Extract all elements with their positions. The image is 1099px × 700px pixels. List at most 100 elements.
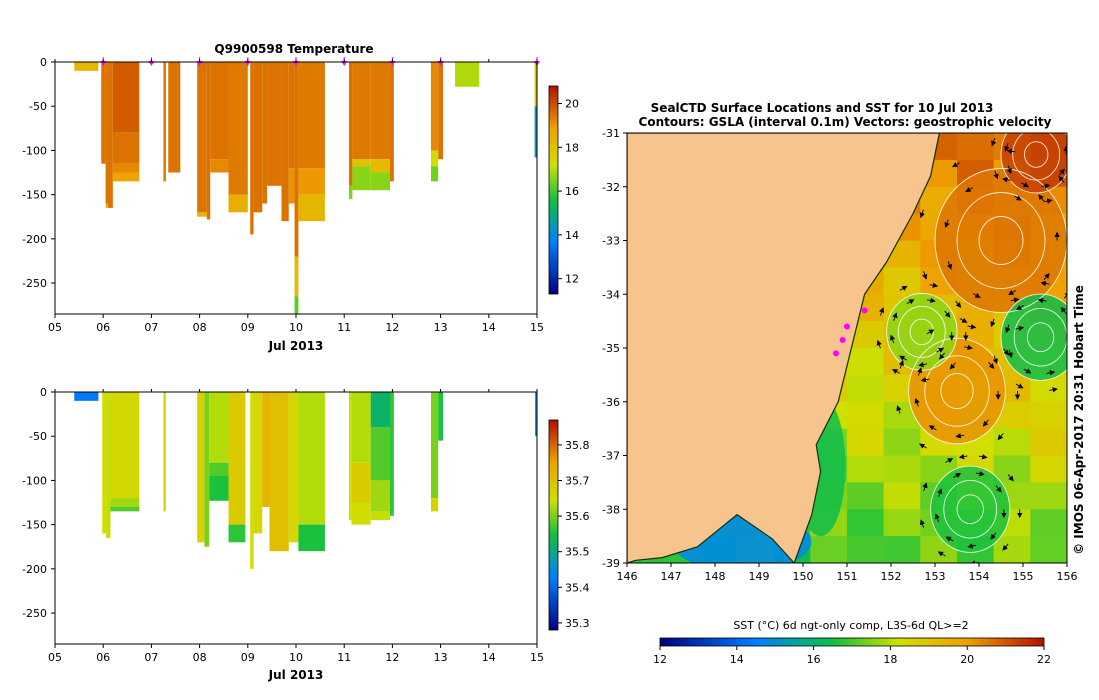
- sst-cell: [883, 536, 922, 563]
- x-tick-label: 09: [241, 321, 255, 334]
- map-x-tick-label: 155: [1013, 570, 1034, 583]
- temperature-colorbar-ticks: 12 14 16 18 20: [558, 98, 579, 286]
- y-tick-label: -250: [22, 277, 47, 290]
- velocity-vector: [958, 453, 968, 460]
- velocity-vector: [1036, 106, 1044, 107]
- x-tick-label: 11: [337, 321, 351, 334]
- profile-5-band-0: [163, 62, 166, 182]
- velocity-vector: [899, 355, 908, 361]
- velocity-vector: [1001, 177, 1011, 183]
- velocity-vector: [906, 299, 915, 305]
- y-tick-label: -100: [22, 144, 47, 157]
- x-tick-label: 05: [48, 651, 62, 664]
- x-tick-label: 10: [289, 651, 303, 664]
- profile-23-band-1: [430, 150, 439, 167]
- sst-cell: [1030, 509, 1067, 538]
- profile-14-band-1: [298, 524, 325, 552]
- velocity-vector: [920, 377, 930, 383]
- sst-cell: [847, 401, 885, 430]
- eddy-0-contour-2: [924, 355, 990, 427]
- salinity-colorbar: [548, 419, 559, 631]
- profile-6-band-0: [204, 392, 210, 547]
- x-tick-label: 06: [96, 651, 110, 664]
- velocity-vector: [953, 473, 962, 479]
- seal-location-marker: [839, 336, 846, 343]
- profile-6-band-0: [168, 62, 181, 173]
- velocity-vector: [995, 485, 1002, 493]
- profile-1-band-0: [101, 62, 106, 164]
- profile-3-band-2: [110, 506, 140, 512]
- panel2-xlabel: Jul 2013: [268, 668, 324, 682]
- velocity-vector: [922, 482, 928, 491]
- profile-17-band-3: [370, 511, 390, 521]
- profile-19-band-0: [430, 392, 439, 499]
- seal-location-marker: [844, 323, 850, 330]
- profile-15-band-0: [281, 62, 289, 222]
- sst-colorbar-ticks: 12 14 16 18 20 22: [653, 646, 1051, 666]
- profile-18-band-0: [298, 62, 325, 169]
- velocity-vector: [1015, 383, 1024, 389]
- map-x-tick-label: 149: [749, 570, 770, 583]
- profile-10-band-0: [253, 392, 263, 534]
- velocity-vector: [1040, 280, 1050, 287]
- y-tick-label: -200: [22, 563, 47, 576]
- map-x-tick-label: 154: [969, 570, 990, 583]
- map-axes: 146 147 148 149 150 151 152 153 154 155 156 -31 -32 -…: [602, 127, 1077, 583]
- map-y-tick-label: -36: [602, 396, 620, 409]
- profile-25-band-0: [455, 62, 480, 87]
- velocity-vector: [926, 329, 935, 335]
- x-tick-label: 05: [48, 321, 62, 334]
- sst-cell: [883, 428, 922, 457]
- sst-cell: [1030, 455, 1067, 484]
- profile-11-band-0: [250, 62, 254, 235]
- profile-16-band-2: [351, 502, 371, 525]
- profile-7-band-1: [197, 212, 207, 217]
- sst-colorbar-tick-label: 14: [730, 653, 744, 666]
- profile-4-band-3: [112, 172, 140, 182]
- velocity-vector: [991, 137, 997, 147]
- sst-colorbar-tick-label: 20: [960, 653, 974, 666]
- eddy-0-contour-1: [940, 372, 974, 410]
- profile-7-band-2: [209, 476, 229, 501]
- velocity-vector: [955, 433, 965, 439]
- sst-cell: [847, 374, 885, 403]
- velocity-vector: [944, 219, 950, 228]
- eddy-2-contour-2: [897, 305, 946, 358]
- velocity-vector: [1058, 168, 1065, 176]
- colorbar-tick-label: 16: [565, 185, 579, 198]
- panel1-axes: 05 06 07 08 09 10 11 12 13 14 15 0 -50 -100 -150 -200 -2…: [22, 56, 544, 334]
- velocity-vector: [896, 405, 902, 414]
- velocity-vector: [917, 367, 923, 376]
- profile-15-band-0: [349, 392, 352, 521]
- profile-18-band-0: [389, 392, 394, 516]
- profile-3-band-0: [108, 62, 113, 208]
- velocity-vector: [945, 536, 954, 542]
- profile-23-band-0: [430, 62, 439, 151]
- map-x-tick-label: 150: [793, 570, 814, 583]
- profile-10-band-0: [228, 62, 248, 195]
- profile-21-band-2: [370, 172, 390, 191]
- profile-23-band-2: [430, 166, 439, 182]
- velocity-vector: [934, 513, 940, 522]
- temperature-colorbar: [548, 85, 559, 295]
- profile-0-band-0: [74, 62, 99, 71]
- velocity-vector: [944, 310, 951, 318]
- temperature-section-plot: Q9900598 Temperature 05 06 07 08 09 10 11 12 13 1…: [22, 42, 579, 353]
- profile-13-band-0: [262, 62, 268, 204]
- x-tick-label: 07: [144, 651, 158, 664]
- profile-8-band-0: [206, 62, 211, 220]
- profile-2-band-1: [105, 203, 109, 208]
- profile-22-band-0: [389, 62, 394, 182]
- eddy-sst-4: [930, 466, 1010, 553]
- velocity-vector: [992, 355, 998, 365]
- velocity-vector: [1016, 304, 1024, 310]
- velocity-vector: [1038, 194, 1045, 202]
- colorbar-tick-label: 35.3: [565, 617, 590, 630]
- eddy-5-contour-3: [1000, 133, 1067, 194]
- x-tick-label: 14: [482, 651, 496, 664]
- profile-18-band-2: [298, 194, 325, 222]
- map-y-tick-label: -35: [602, 342, 620, 355]
- salinity-colorbar-ticks: 35.3 35.4 35.5 35.6 35.7 35.8: [558, 439, 590, 630]
- sst-colorbar-tick-label: 18: [883, 653, 897, 666]
- velocity-vector: [918, 361, 928, 368]
